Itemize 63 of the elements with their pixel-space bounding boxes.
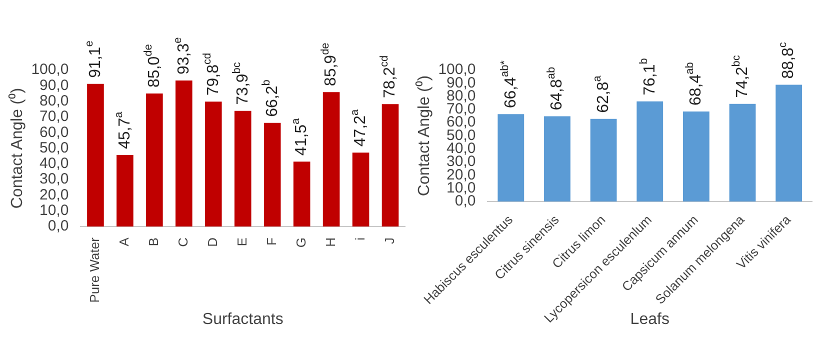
data-label: 79,8cd bbox=[201, 52, 222, 96]
data-label: 74,2bc bbox=[730, 54, 751, 98]
x-tick-label: Pure Water bbox=[87, 236, 102, 303]
x-tick-label: F bbox=[264, 237, 279, 246]
data-label: 64,8ab bbox=[545, 66, 566, 110]
data-label: 85,0de bbox=[142, 44, 163, 88]
bar bbox=[87, 84, 104, 227]
bar bbox=[176, 80, 192, 227]
y-tick-label: 40,0 bbox=[40, 155, 69, 172]
data-label: 66,4ab* bbox=[498, 60, 520, 108]
bar bbox=[264, 122, 281, 227]
data-label: 88,8c bbox=[776, 42, 798, 79]
y-axis-title: Contact Angle (⁰) bbox=[8, 88, 26, 209]
data-label: 45,7a bbox=[112, 110, 134, 149]
x-tick-label: A bbox=[116, 237, 132, 246]
x-axis-title: Surfactants bbox=[202, 310, 284, 328]
bar bbox=[322, 92, 340, 227]
bar bbox=[682, 112, 710, 202]
bar bbox=[234, 110, 252, 227]
y-tick-label: 60,0 bbox=[40, 124, 69, 141]
y-tick-label: 0,0 bbox=[48, 218, 69, 235]
y-tick-label: 50,0 bbox=[40, 139, 69, 156]
bar bbox=[293, 162, 310, 227]
x-tick-label: E bbox=[234, 237, 250, 246]
x-tick-label: B bbox=[146, 238, 162, 246]
bar bbox=[729, 104, 756, 202]
data-label: 93,3e bbox=[172, 37, 192, 74]
bar bbox=[498, 114, 524, 202]
data-label: 66,2b bbox=[260, 80, 281, 117]
data-label: 85,9de bbox=[319, 42, 340, 86]
data-label: 62,8a bbox=[592, 74, 612, 113]
x-tick-label: i bbox=[352, 237, 368, 240]
data-label: 47,2a bbox=[348, 108, 370, 147]
data-label: 73,9bc bbox=[230, 62, 252, 105]
x-axis-title: Leafs bbox=[630, 310, 670, 328]
y-tick-label: 20,0 bbox=[40, 186, 69, 204]
bar bbox=[382, 104, 399, 227]
y-tick-label: 80,0 bbox=[40, 92, 69, 110]
x-tick-label: G bbox=[293, 238, 308, 248]
y-tick-label: 100,0 bbox=[31, 61, 69, 78]
bar bbox=[590, 118, 617, 202]
data-label: 68,4ab bbox=[684, 62, 705, 106]
bar bbox=[636, 101, 664, 202]
y-tick-label: 10,0 bbox=[40, 202, 69, 220]
y-axis-title: Contact Angle (⁰) bbox=[415, 75, 434, 196]
x-tick-label: D bbox=[204, 238, 220, 247]
y-tick-label: 0,0 bbox=[454, 192, 476, 210]
bar bbox=[146, 93, 163, 227]
x-tick-label: H bbox=[322, 238, 338, 247]
y-tick-label: 70,0 bbox=[40, 108, 69, 126]
y-tick-label: 30,0 bbox=[40, 170, 69, 188]
data-label: 76,1b bbox=[638, 58, 658, 96]
bar bbox=[776, 84, 802, 202]
bar bbox=[352, 152, 370, 227]
y-tick-label: 90,0 bbox=[40, 76, 69, 94]
bar bbox=[544, 116, 570, 202]
x-tick-label: J bbox=[382, 238, 397, 244]
bar bbox=[116, 155, 134, 227]
data-label: 41,5a bbox=[290, 117, 310, 156]
data-label: 91,1e bbox=[84, 40, 104, 78]
bar bbox=[204, 102, 222, 227]
data-label: 78,2cd bbox=[378, 55, 399, 98]
x-tick-label: C bbox=[175, 238, 190, 247]
